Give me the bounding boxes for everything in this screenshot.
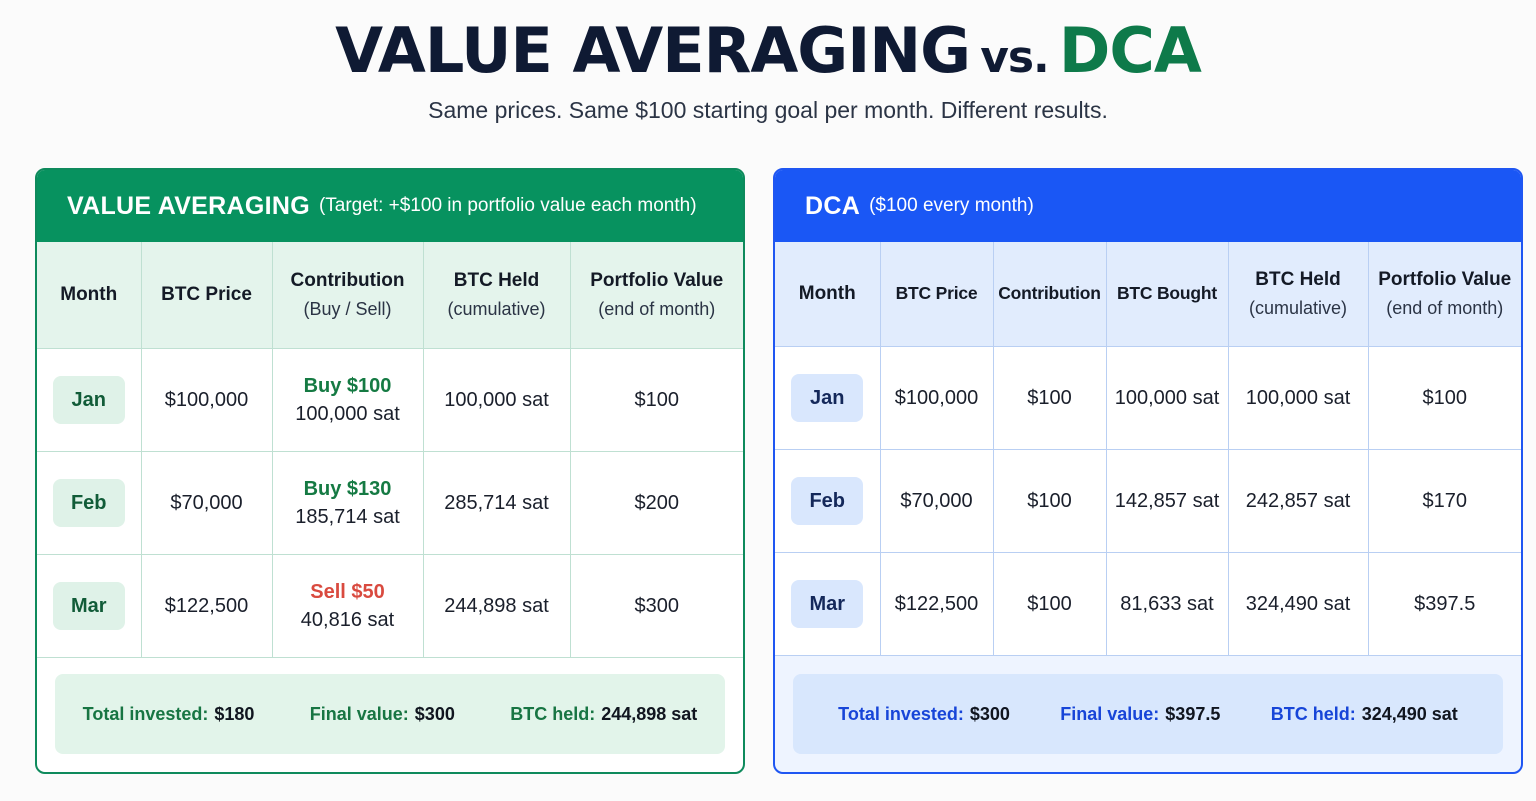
column-header-contribution: Contribution bbox=[992, 242, 1107, 347]
contribution-action: Buy $130 bbox=[303, 477, 392, 500]
month-badge: Mar bbox=[791, 579, 864, 628]
contribution-sats: 40,816 sat bbox=[300, 608, 395, 631]
portfolio-value-cell: $170 bbox=[1367, 448, 1521, 553]
column-header-btc-price: BTC Price bbox=[140, 242, 273, 349]
portfolio-value-cell: $200 bbox=[569, 450, 743, 555]
summary-final-value: $300 bbox=[414, 703, 455, 724]
summary-final-label: Final value: bbox=[1060, 703, 1160, 724]
value-averaging-summary: Total invested: $180 Final value: $300 BTC… bbox=[55, 674, 725, 754]
summary-final-label: Final value: bbox=[309, 703, 409, 724]
contribution-cell: Sell $50 40,816 sat bbox=[271, 553, 424, 658]
value-averaging-table: Month BTC Price Contribution (Buy / Sell)… bbox=[37, 242, 743, 658]
column-header-portfolio-value: Portfolio Value (end of month) bbox=[569, 242, 743, 349]
value-averaging-panel: VALUE AVERAGING (Target: +$100 in portfo… bbox=[35, 168, 745, 774]
table-row: Jan $100,000 Buy $100 100,000 sat 100,000… bbox=[37, 347, 743, 452]
column-header-btc-held: BTC Held (cumulative) bbox=[422, 242, 571, 349]
month-badge: Mar bbox=[52, 581, 125, 630]
contribution-action: Sell $50 bbox=[310, 580, 385, 603]
contribution-cell: $100 bbox=[992, 551, 1107, 656]
table-row: Feb $70,000 $100 142,857 sat 242,857 sat… bbox=[775, 448, 1521, 553]
btc-price-cell: $122,500 bbox=[140, 553, 273, 658]
contribution-cell: $100 bbox=[992, 345, 1107, 450]
column-header-portfolio-value: Portfolio Value (end of month) bbox=[1367, 242, 1521, 347]
column-header-month: Month bbox=[37, 242, 142, 349]
btc-held-cell: 242,857 sat bbox=[1227, 448, 1369, 553]
btc-price-cell: $70,000 bbox=[140, 450, 273, 555]
btc-held-cell: 285,714 sat bbox=[422, 450, 571, 555]
btc-price-cell: $70,000 bbox=[879, 448, 994, 553]
contribution-cell: Buy $100 100,000 sat bbox=[271, 347, 424, 452]
table-row: Feb $70,000 Buy $130 185,714 sat 285,714 … bbox=[37, 450, 743, 555]
table-row: Mar $122,500 $100 81,633 sat 324,490 sat… bbox=[775, 551, 1521, 656]
btc-price-cell: $100,000 bbox=[879, 345, 994, 450]
dca-panel: DCA ($100 every month) Month BTC Price C… bbox=[773, 168, 1523, 774]
summary-invested-value: $300 bbox=[969, 703, 1010, 724]
table-header-row: Month BTC Price Contribution BTC Bought … bbox=[775, 242, 1521, 347]
portfolio-value-cell: $100 bbox=[1367, 345, 1521, 450]
table-row: Mar $122,500 Sell $50 40,816 sat 244,898 … bbox=[37, 553, 743, 658]
btc-held-cell: 244,898 sat bbox=[422, 553, 571, 658]
summary-btc-value: 244,898 sat bbox=[601, 703, 698, 724]
month-badge: Feb bbox=[791, 476, 864, 525]
column-header-btc-held: BTC Held (cumulative) bbox=[1227, 242, 1369, 347]
btc-bought-cell: 81,633 sat bbox=[1105, 551, 1229, 656]
dca-table: Month BTC Price Contribution BTC Bought … bbox=[775, 242, 1521, 656]
contribution-sats: 100,000 sat bbox=[295, 402, 400, 425]
column-header-contribution: Contribution (Buy / Sell) bbox=[271, 242, 424, 349]
month-badge: Jan bbox=[52, 375, 125, 424]
dca-title: DCA bbox=[805, 191, 861, 220]
dca-summary: Total invested: $300 Final value: $397.5 B… bbox=[793, 674, 1503, 754]
btc-bought-cell: 142,857 sat bbox=[1105, 448, 1229, 553]
btc-bought-cell: 100,000 sat bbox=[1105, 345, 1229, 450]
value-averaging-header: VALUE AVERAGING (Target: +$100 in portfo… bbox=[37, 170, 743, 242]
btc-price-cell: $122,500 bbox=[879, 551, 994, 656]
summary-btc-label: BTC held: bbox=[510, 703, 596, 724]
portfolio-value-cell: $300 bbox=[569, 553, 743, 658]
btc-held-cell: 100,000 sat bbox=[1227, 345, 1369, 450]
month-badge: Jan bbox=[791, 373, 864, 422]
table-row: Jan $100,000 $100 100,000 sat 100,000 sa… bbox=[775, 345, 1521, 450]
summary-btc-value: 324,490 sat bbox=[1361, 703, 1458, 724]
column-header-btc-price: BTC Price bbox=[879, 242, 994, 347]
portfolio-value-cell: $397.5 bbox=[1367, 551, 1521, 656]
btc-held-cell: 100,000 sat bbox=[422, 347, 571, 452]
summary-invested-label: Total invested: bbox=[838, 703, 964, 724]
summary-invested-label: Total invested: bbox=[82, 703, 209, 724]
summary-invested-value: $180 bbox=[214, 703, 255, 724]
title-dca: DCA bbox=[1058, 14, 1202, 87]
page-subtitle: Same prices. Same $100 starting goal per… bbox=[428, 97, 1108, 123]
summary-final-value: $397.5 bbox=[1165, 703, 1221, 724]
dca-note: ($100 every month) bbox=[869, 195, 1034, 216]
btc-held-cell: 324,490 sat bbox=[1227, 551, 1369, 656]
dca-header: DCA ($100 every month) bbox=[775, 170, 1521, 242]
btc-price-cell: $100,000 bbox=[140, 347, 273, 452]
title-vs: vs. bbox=[980, 32, 1050, 83]
summary-btc-label: BTC held: bbox=[1270, 703, 1356, 724]
contribution-cell: $100 bbox=[992, 448, 1107, 553]
value-averaging-note: (Target: +$100 in portfolio value each m… bbox=[318, 195, 697, 216]
contribution-cell: Buy $130 185,714 sat bbox=[271, 450, 424, 555]
title-main: VALUE AVERAGING bbox=[335, 14, 971, 87]
table-header-row: Month BTC Price Contribution (Buy / Sell)… bbox=[37, 242, 743, 349]
month-badge: Feb bbox=[52, 478, 125, 527]
column-header-btc-bought: BTC Bought bbox=[1105, 242, 1229, 347]
value-averaging-title: VALUE AVERAGING bbox=[67, 191, 310, 220]
column-header-month: Month bbox=[775, 242, 881, 347]
contribution-action: Buy $100 bbox=[303, 374, 392, 397]
page-title: VALUE AVERAGING vs. DCA bbox=[0, 14, 1536, 87]
portfolio-value-cell: $100 bbox=[569, 347, 743, 452]
contribution-sats: 185,714 sat bbox=[295, 505, 400, 528]
